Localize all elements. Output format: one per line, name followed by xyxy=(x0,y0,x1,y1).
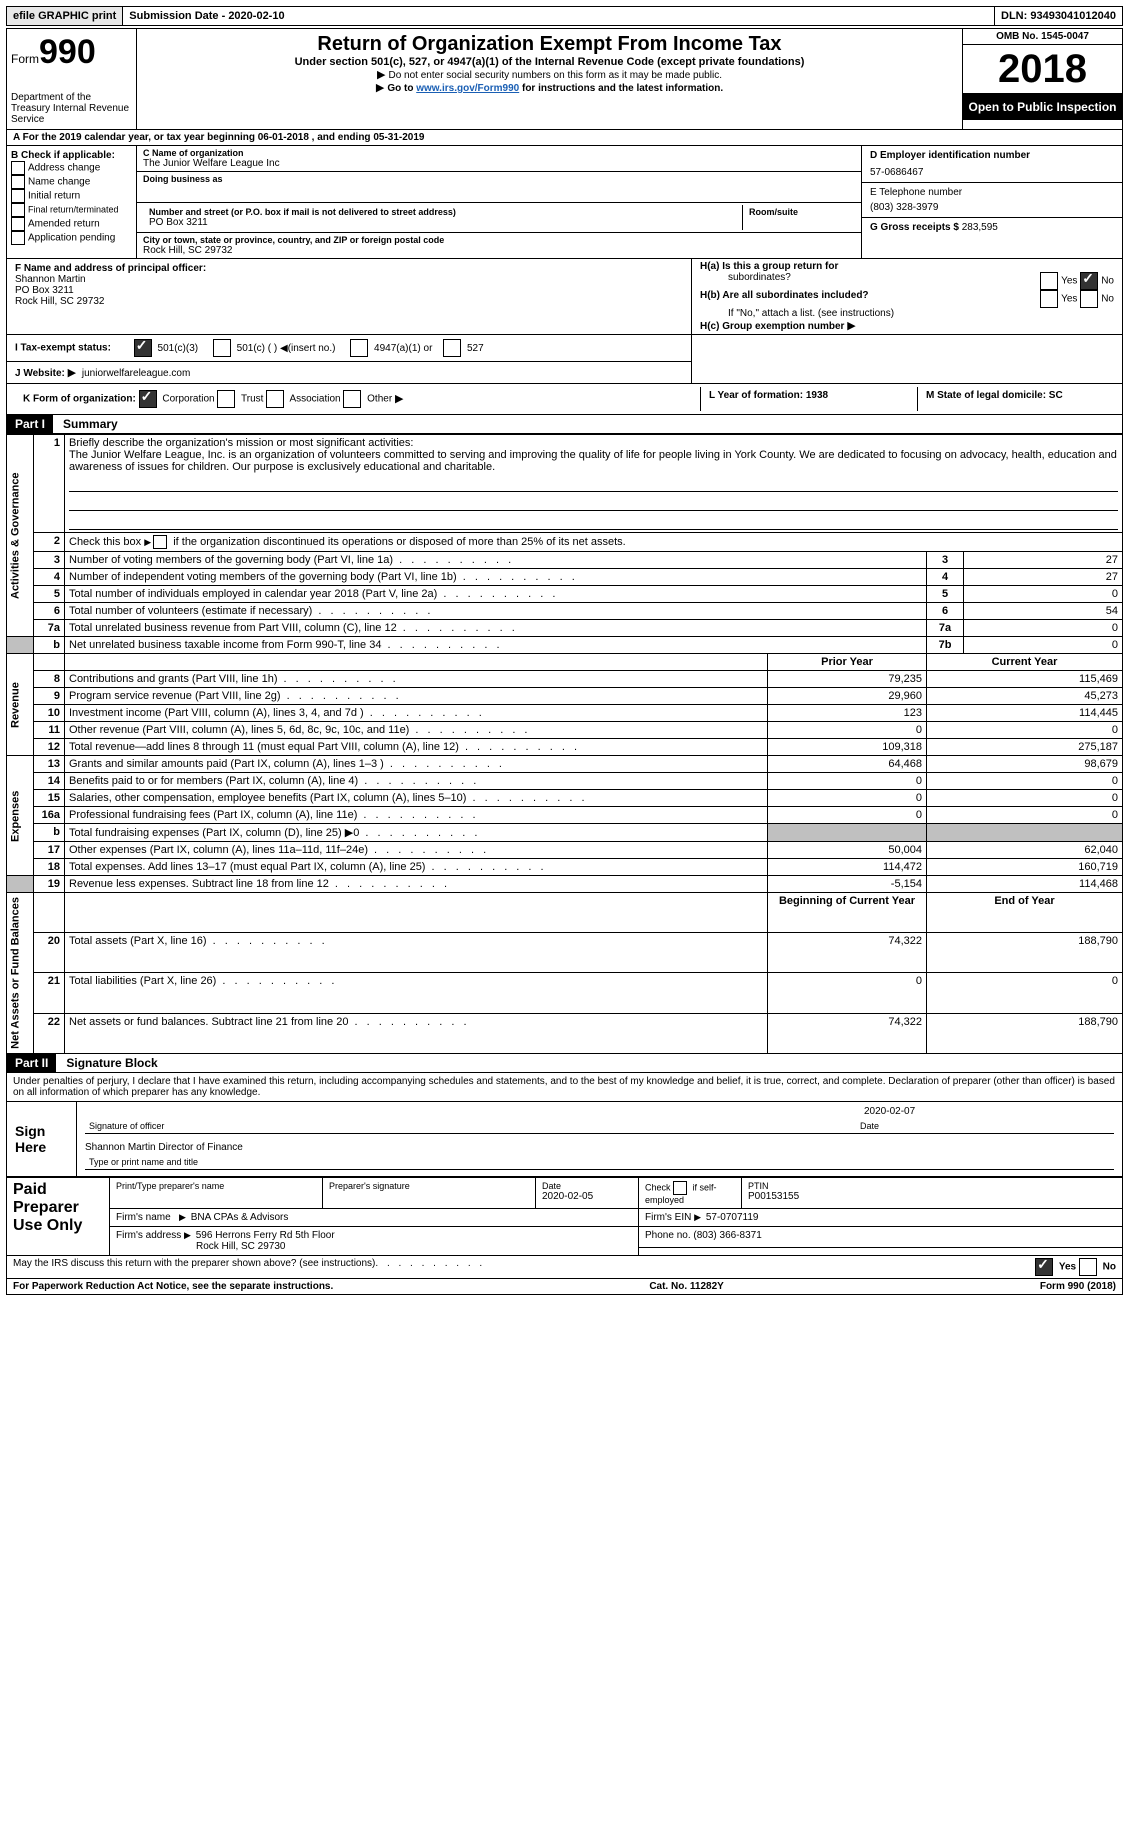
vlabel-governance: Activities & Governance xyxy=(7,435,34,637)
form-subtitle: Under section 501(c), 527, or 4947(a)(1)… xyxy=(141,56,958,68)
officer-name: Shannon Martin xyxy=(15,274,683,285)
submission-date: Submission Date - 2020-02-10 xyxy=(123,7,995,25)
top-bar: efile GRAPHIC print Submission Date - 20… xyxy=(6,6,1123,26)
prior-year-header: Prior Year xyxy=(768,654,927,671)
association-checkbox[interactable] xyxy=(266,390,284,408)
cat-no: Cat. No. 11282Y xyxy=(649,1281,723,1292)
row-ij: I Tax-exempt status: 501(c)(3) 501(c) ( … xyxy=(6,335,1123,384)
begin-year-header: Beginning of Current Year xyxy=(768,893,927,933)
vlabel-revenue: Revenue xyxy=(7,654,34,756)
paid-preparer-label: Paid Preparer Use Only xyxy=(7,1177,110,1255)
other-checkbox[interactable] xyxy=(343,390,361,408)
vlabel-netassets: Net Assets or Fund Balances xyxy=(7,893,34,1054)
discuss-yes-checkbox[interactable] xyxy=(1035,1258,1053,1276)
end-year-header: End of Year xyxy=(927,893,1123,933)
part-ii-header: Part II Signature Block xyxy=(6,1054,1123,1073)
row-a-tax-year: A For the 2019 calendar year, or tax yea… xyxy=(6,130,1123,146)
discontinued-checkbox[interactable] xyxy=(153,535,167,549)
box-b-label: B Check if applicable: xyxy=(11,150,132,161)
hb-no-checkbox[interactable] xyxy=(1080,290,1098,308)
part-i-header: Part I Summary xyxy=(6,415,1123,434)
firm-name: BNA CPAs & Advisors xyxy=(191,1212,289,1223)
dept-treasury: Department of the Treasury Internal Reve… xyxy=(11,92,132,125)
street-address: PO Box 3211 xyxy=(149,217,736,228)
ha-no-checkbox[interactable] xyxy=(1080,272,1098,290)
initial-return-checkbox[interactable] xyxy=(11,189,25,203)
hb-yes-checkbox[interactable] xyxy=(1040,290,1058,308)
q1-label: Briefly describe the organization's miss… xyxy=(69,437,413,449)
discuss-no-checkbox[interactable] xyxy=(1079,1258,1097,1276)
public-inspection: Open to Public Inspection xyxy=(963,94,1122,120)
penalty-text: Under penalties of perjury, I declare th… xyxy=(7,1073,1122,1102)
hb-note: If "No," attach a list. (see instruction… xyxy=(728,308,1114,319)
signature-block: Under penalties of perjury, I declare th… xyxy=(6,1073,1123,1177)
dln-number: DLN: 93493041012040 xyxy=(995,7,1122,25)
officer-name-title: Shannon Martin Director of Finance xyxy=(85,1142,1114,1153)
officer-label: F Name and address of principal officer: xyxy=(15,263,683,274)
name-change-checkbox[interactable] xyxy=(11,175,25,189)
warning-line: Do not enter social security numbers on … xyxy=(388,70,721,81)
omb-number: OMB No. 1545-0047 xyxy=(963,29,1122,45)
org-name: The Junior Welfare League Inc xyxy=(143,158,855,169)
corporation-checkbox[interactable] xyxy=(139,390,157,408)
sign-here-label: Sign Here xyxy=(7,1102,77,1176)
trust-checkbox[interactable] xyxy=(217,390,235,408)
firm-phone: (803) 366-8371 xyxy=(693,1230,761,1241)
address-change-checkbox[interactable] xyxy=(11,161,25,175)
mission-text: The Junior Welfare League, Inc. is an or… xyxy=(69,449,1117,473)
footer-row: For Paperwork Reduction Act Notice, see … xyxy=(6,1279,1123,1295)
irs-link[interactable]: www.irs.gov/Form990 xyxy=(416,83,519,94)
gross-receipts-label: G Gross receipts $ xyxy=(870,222,959,233)
officer-addr1: PO Box 3211 xyxy=(15,285,683,296)
dba-label: Doing business as xyxy=(143,174,855,184)
form-title: Return of Organization Exempt From Incom… xyxy=(141,33,958,56)
527-checkbox[interactable] xyxy=(443,339,461,357)
state-domicile: M State of legal domicile: SC xyxy=(918,387,1114,411)
501c3-checkbox[interactable] xyxy=(134,339,152,357)
form-no: Form 990 (2018) xyxy=(1040,1281,1116,1292)
website-value: juniorwelfareleague.com xyxy=(82,368,190,379)
city-label: City or town, state or province, country… xyxy=(143,235,855,245)
501c-checkbox[interactable] xyxy=(213,339,231,357)
self-employed-checkbox[interactable] xyxy=(673,1181,687,1195)
application-pending-checkbox[interactable] xyxy=(11,231,25,245)
org-name-label: C Name of organization xyxy=(143,148,855,158)
discuss-row: May the IRS discuss this return with the… xyxy=(6,1256,1123,1279)
ha-yes-checkbox[interactable] xyxy=(1040,272,1058,290)
final-return-checkbox[interactable] xyxy=(11,203,25,217)
form-header: Form990 Department of the Treasury Inter… xyxy=(6,28,1123,130)
ein-label: D Employer identification number xyxy=(870,150,1114,161)
current-year-header: Current Year xyxy=(927,654,1123,671)
phone-label: E Telephone number xyxy=(870,187,1114,198)
phone-value: (803) 328-3979 xyxy=(870,202,1114,213)
street-label: Number and street (or P.O. box if mail i… xyxy=(149,207,736,217)
vlabel-expenses: Expenses xyxy=(7,756,34,876)
gross-receipts-value: 283,595 xyxy=(962,222,998,233)
officer-addr2: Rock Hill, SC 29732 xyxy=(15,296,683,307)
room-label: Room/suite xyxy=(749,207,849,217)
section-bcd: B Check if applicable: Address change Na… xyxy=(6,146,1123,259)
amended-return-checkbox[interactable] xyxy=(11,217,25,231)
year-formation: L Year of formation: 1938 xyxy=(701,387,918,411)
firm-addr: 596 Herrons Ferry Rd 5th Floor xyxy=(196,1230,335,1241)
ein-value: 57-0686467 xyxy=(870,167,1114,178)
city-state-zip: Rock Hill, SC 29732 xyxy=(143,245,855,256)
form-number: Form990 xyxy=(11,33,132,72)
preparer-table: Paid Preparer Use Only Print/Type prepar… xyxy=(6,1177,1123,1256)
4947-checkbox[interactable] xyxy=(350,339,368,357)
row-klm: K Form of organization: Corporation Trus… xyxy=(6,384,1123,415)
section-fh: F Name and address of principal officer:… xyxy=(6,259,1123,335)
efile-print-button[interactable]: efile GRAPHIC print xyxy=(7,7,123,25)
firm-ein: 57-0707119 xyxy=(706,1212,759,1223)
summary-table: Activities & Governance 1 Briefly descri… xyxy=(6,434,1123,1054)
tax-year: 2018 xyxy=(963,45,1122,94)
